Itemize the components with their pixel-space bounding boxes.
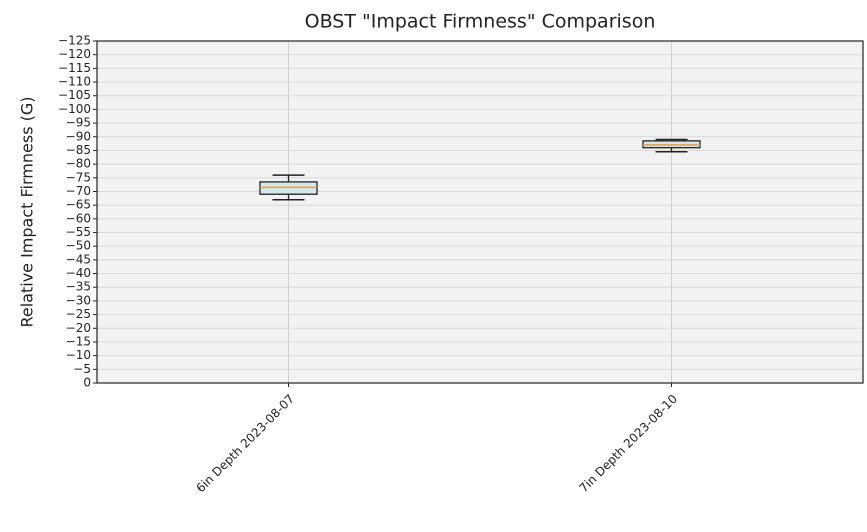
y-tick-label: −60: [66, 211, 91, 225]
y-tick-label: −50: [66, 239, 91, 253]
plot-area: [97, 41, 863, 383]
y-tick-label: −120: [58, 47, 91, 61]
chart-title: OBST "Impact Firmness" Comparison: [305, 11, 656, 33]
y-tick-label: −105: [58, 88, 91, 102]
y-tick-label: −90: [66, 129, 91, 143]
y-tick-label: −100: [58, 102, 91, 116]
y-tick-label: −45: [66, 252, 91, 266]
y-tick-label: −80: [66, 157, 91, 171]
y-tick-label: 0: [83, 376, 91, 390]
x-tick-label: 7in Depth 2023-08-10: [577, 392, 681, 496]
x-tick-label: 6in Depth 2023-08-07: [194, 392, 298, 496]
y-tick-label: −75: [66, 170, 91, 184]
y-tick-label: −10: [66, 348, 91, 362]
plot-frame: [96, 40, 864, 384]
y-tick-label: −35: [66, 280, 91, 294]
y-tick-label: −110: [58, 75, 91, 89]
y-tick-label: −115: [58, 61, 91, 75]
y-tick-label: −70: [66, 184, 91, 198]
y-tick-label: −30: [66, 293, 91, 307]
y-axis-label: Relative Impact Firmness (G): [18, 96, 37, 327]
y-tick-label: −65: [66, 198, 91, 212]
y-tick-label: −5: [73, 362, 91, 376]
y-tick-label: −20: [66, 321, 91, 335]
y-tick-label: −85: [66, 143, 91, 157]
y-tick-label: −40: [66, 266, 91, 280]
y-tick-label: −55: [66, 225, 91, 239]
y-tick-label: −125: [58, 34, 91, 48]
y-tick-label: −15: [66, 334, 91, 348]
y-tick-label: −25: [66, 307, 91, 321]
y-tick-label: −95: [66, 116, 91, 130]
